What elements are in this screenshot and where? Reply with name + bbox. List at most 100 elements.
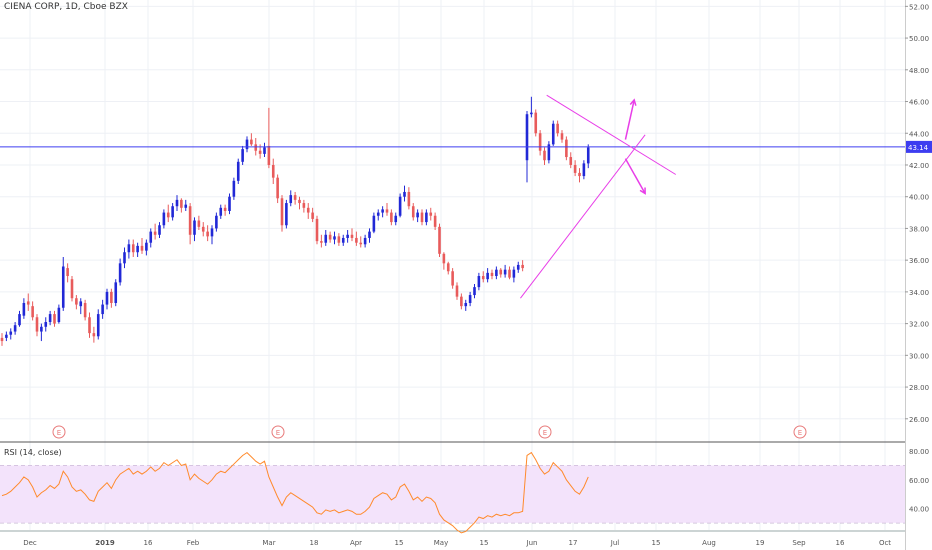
time-axis: Dec 2019 16 Feb Mar 18 Apr 15 May 15 Jun 17 Jul 15 Aug… xyxy=(23,539,891,547)
candle-body xyxy=(201,226,205,232)
candle xyxy=(166,204,170,223)
candle-body xyxy=(350,234,354,238)
candle-body xyxy=(390,212,393,223)
candle xyxy=(193,217,196,242)
candle xyxy=(149,228,153,248)
candle-body xyxy=(534,112,538,134)
candle-body xyxy=(75,298,78,305)
price-tick-label: 30.00 xyxy=(909,352,929,360)
candle-body xyxy=(92,333,96,337)
candle xyxy=(407,187,411,210)
candle xyxy=(267,107,271,169)
rsi-band xyxy=(0,465,905,523)
candle xyxy=(75,295,78,310)
candle xyxy=(92,326,96,343)
candle-body xyxy=(355,237,358,243)
candle-body xyxy=(538,133,542,151)
candle-body xyxy=(508,269,511,278)
candle xyxy=(560,130,564,143)
candle xyxy=(197,215,201,231)
candle xyxy=(88,312,91,338)
candle xyxy=(411,203,415,221)
time-tick-label: Jul xyxy=(610,539,620,547)
candle xyxy=(355,231,358,246)
candle xyxy=(5,331,8,342)
candle xyxy=(530,96,533,118)
earnings-letter: E xyxy=(57,429,61,437)
candle xyxy=(123,247,126,269)
time-tick-label: 15 xyxy=(480,539,489,547)
candle xyxy=(40,323,43,342)
candle xyxy=(403,185,406,202)
earnings-marker: E xyxy=(793,425,807,439)
candle-body xyxy=(573,164,577,173)
candle-body xyxy=(188,206,192,235)
candle xyxy=(586,144,590,169)
candle xyxy=(455,282,459,300)
candle xyxy=(118,258,122,286)
price-tick-label: 38.00 xyxy=(909,225,929,233)
candle-body xyxy=(425,212,428,223)
earnings-letter: E xyxy=(798,429,802,437)
candle-body xyxy=(215,215,218,229)
lower-trendline xyxy=(520,134,646,299)
candle xyxy=(442,252,446,270)
candle-body xyxy=(530,112,533,115)
time-tick-label: 2019 xyxy=(95,539,115,547)
candle-body xyxy=(359,242,363,245)
candle xyxy=(398,193,402,218)
candle-body xyxy=(13,325,17,332)
candle xyxy=(578,168,581,183)
candle xyxy=(70,276,74,302)
earnings-marker: E xyxy=(52,425,66,439)
candle-body xyxy=(455,285,459,297)
candle-body xyxy=(241,149,244,162)
candle xyxy=(180,198,183,213)
time-tick-label: Aug xyxy=(702,539,716,547)
candle-body xyxy=(236,161,240,181)
earnings-marker: E xyxy=(538,425,552,439)
candle-body xyxy=(298,199,301,204)
time-tick-label: 16 xyxy=(836,539,845,547)
candle-body xyxy=(254,144,258,151)
candle xyxy=(201,222,205,237)
time-tick-label: 15 xyxy=(395,539,404,547)
candle-body xyxy=(311,212,314,219)
candle-body xyxy=(376,212,380,216)
candle-body xyxy=(333,236,336,240)
candle xyxy=(184,199,188,211)
candle xyxy=(490,269,494,280)
price-tick-label: 36.00 xyxy=(909,257,929,265)
candle-body xyxy=(149,231,153,243)
candle xyxy=(516,261,520,273)
candle xyxy=(276,174,279,204)
candle-body xyxy=(324,234,328,243)
candle xyxy=(341,234,345,246)
current-price-badge: 43.14 xyxy=(906,140,932,153)
candle xyxy=(236,158,240,185)
candle xyxy=(22,298,26,319)
candle xyxy=(446,261,450,275)
candles xyxy=(0,96,590,346)
price-tick-label: 42.00 xyxy=(909,162,929,170)
candle-body xyxy=(464,302,468,307)
candle xyxy=(521,260,524,272)
candle-body xyxy=(114,282,118,303)
candle-body xyxy=(158,225,161,235)
candle-body xyxy=(193,220,196,235)
candle-body xyxy=(105,291,109,305)
candle-body xyxy=(481,276,485,280)
candle xyxy=(394,212,398,226)
candle-body xyxy=(219,207,223,216)
candle-body xyxy=(263,147,266,154)
candle-body xyxy=(26,301,30,305)
candle xyxy=(499,268,503,278)
candle-body xyxy=(433,215,437,227)
candle-body xyxy=(521,264,524,269)
candle-body xyxy=(306,207,310,213)
candle xyxy=(569,152,573,169)
candle-body xyxy=(180,199,183,208)
rsi-tick-label: 60.00 xyxy=(909,477,929,485)
candle-body xyxy=(70,279,74,299)
candle xyxy=(416,209,419,223)
